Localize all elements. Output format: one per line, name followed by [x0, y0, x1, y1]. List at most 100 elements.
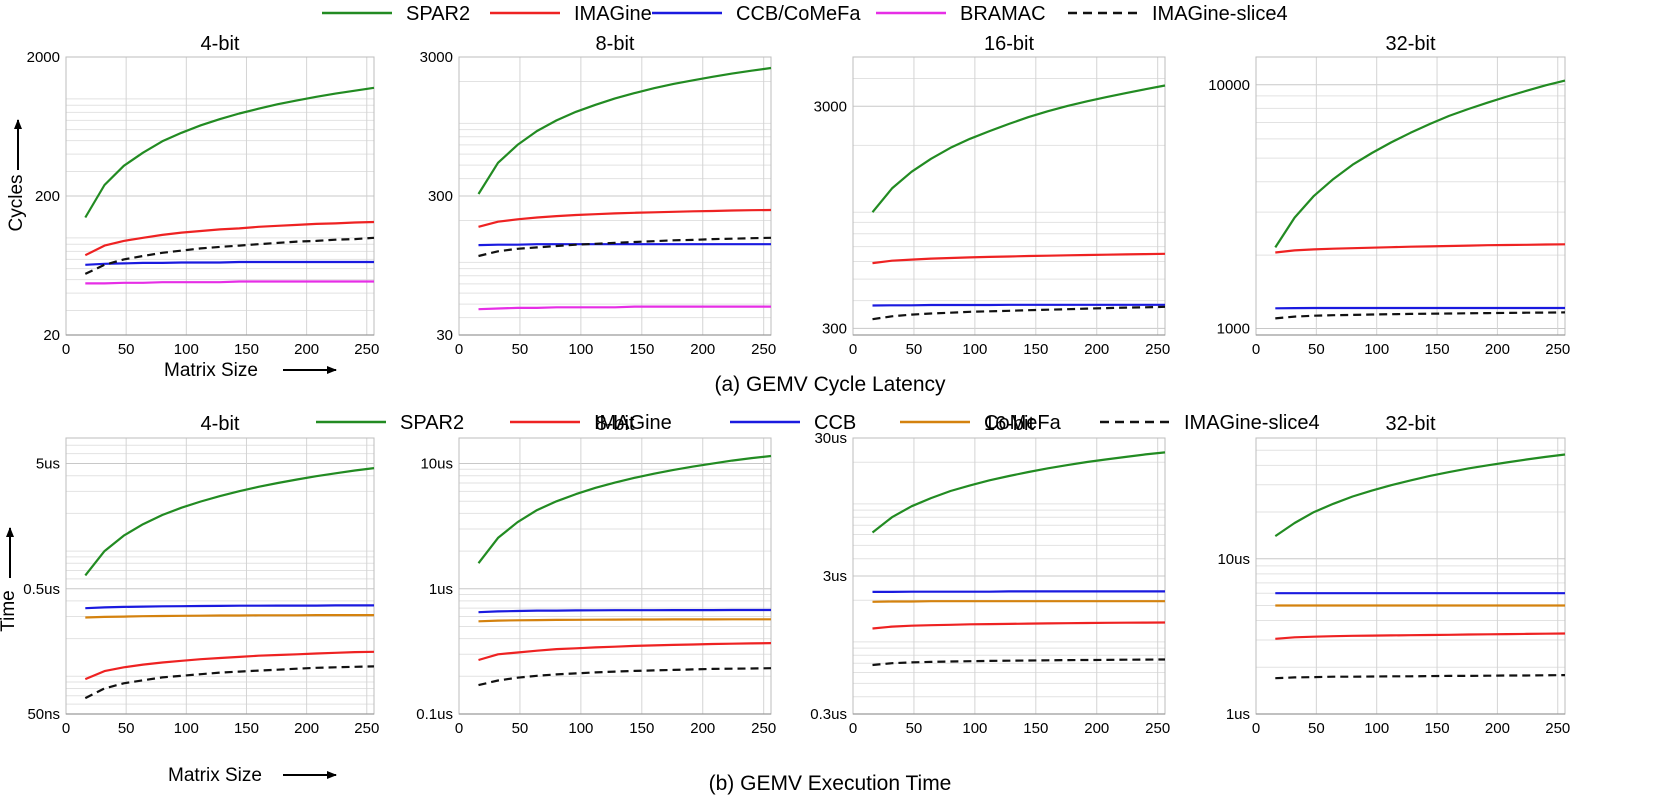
- legend-item-imagine-slice4: IMAGine-slice4: [1068, 3, 1288, 25]
- panel-a-8bit: 0 50 100 150 200 250 30 300 3000 8-bit: [420, 33, 777, 358]
- legend-item-imagine: IMAGine: [510, 412, 672, 434]
- series-line-spar2: [477, 454, 772, 564]
- x-tick-label: 100: [962, 720, 987, 737]
- legend-label-imagine-slice4: IMAGine-slice4: [1152, 3, 1288, 25]
- series-line-spar2: [1274, 79, 1566, 248]
- x-tick-label: 50: [906, 341, 923, 358]
- x-tick-label: 200: [1485, 720, 1510, 737]
- series-line-imagine: [84, 650, 375, 681]
- y-tick-label: 300: [428, 188, 453, 205]
- x-tick-label: 50: [1308, 720, 1325, 737]
- caption-a: (a) GEMV Cycle Latency: [714, 373, 946, 396]
- x-tick-label: 0: [62, 341, 70, 358]
- x-tick-label: 200: [1084, 341, 1109, 358]
- x-tick-label: 100: [568, 720, 593, 737]
- series-line-spar2: [84, 467, 375, 577]
- x-tick-label: 0: [849, 341, 857, 358]
- y-tick-label: 20: [43, 327, 60, 344]
- x-tick-label: 200: [294, 720, 319, 737]
- panel-b-8bit: 0 50 100 150 200 250 0.1us 1us 10us 8-bit: [416, 413, 776, 737]
- legend-item-imagine-slice4: IMAGine-slice4: [1100, 412, 1320, 434]
- series-line-bramac: [85, 280, 374, 285]
- legend-item-comefa: CoMeFa: [900, 412, 1062, 434]
- y-tick-label: 30us: [814, 430, 847, 447]
- x-tick-label: 150: [629, 341, 654, 358]
- series-line-imagine: [872, 252, 1166, 265]
- panel-b-32bit: 0 50 100 150 200 250 1us 10us 32-bit: [1217, 413, 1570, 737]
- panel-title: 16-bit: [984, 33, 1034, 55]
- y-tick-label: 10us: [1217, 551, 1250, 568]
- series-line-comefa: [872, 600, 1165, 603]
- y-tick-label: 3000: [814, 98, 847, 115]
- legend-label-imagine: IMAGine: [574, 3, 652, 25]
- x-tick-label: 50: [512, 341, 529, 358]
- x-tick-label: 200: [1084, 720, 1109, 737]
- series-line-imagine: [478, 208, 772, 228]
- x-tick-label: 200: [1485, 341, 1510, 358]
- legend-label-ccb: CCB: [814, 412, 856, 434]
- series-line-imagine-slice4: [478, 667, 772, 687]
- y-tick-label: 3us: [823, 568, 847, 585]
- panel-a-32bit: 0 50 100 150 200 250 1000 10000 32-bit: [1208, 33, 1570, 358]
- x-tick-label: 250: [1145, 720, 1170, 737]
- panel-title: 8-bit: [596, 33, 635, 55]
- series-line-imagine: [1275, 632, 1566, 640]
- y-tick-label: 300: [822, 320, 847, 337]
- series-line-imagine-slice4: [872, 305, 1166, 321]
- legend-label-imagine-slice4: IMAGine-slice4: [1184, 412, 1320, 434]
- series-line-imagine-slice4: [1275, 311, 1566, 320]
- y-tick-label: 5us: [36, 456, 60, 473]
- y-tick-label: 3000: [420, 49, 453, 66]
- legend-label-bramac: BRAMAC: [960, 3, 1046, 25]
- x-tick-label: 150: [1425, 720, 1450, 737]
- x-tick-label: 0: [455, 720, 463, 737]
- legend-item-imagine: IMAGine: [490, 3, 652, 25]
- series-line-spar2: [477, 66, 772, 195]
- series-line-comefa: [478, 618, 771, 623]
- x-tick-label: 100: [1364, 341, 1389, 358]
- legend-a: SPAR2 IMAGine CCB/CoMeFa BRAMAC IMAGine-slic…: [322, 3, 1288, 25]
- y-tick-label: 0.5us: [23, 581, 60, 598]
- series-line-imagine-slice4: [1275, 674, 1566, 680]
- x-tick-label: 250: [1545, 341, 1570, 358]
- panel-a-16bit: 0 50 100 150 200 250 300 3000 16-bit: [814, 33, 1171, 358]
- plot-frame: [65, 437, 375, 715]
- legend-label-comefa: CoMeFa: [984, 412, 1062, 434]
- x-tick-label: 0: [62, 720, 70, 737]
- series-line-imagine: [478, 642, 772, 662]
- x-tick-label: 100: [568, 341, 593, 358]
- legend-b: SPAR2 IMAGine CCB CoMeFa IMAGine-slice4: [316, 412, 1320, 434]
- x-tick-label: 50: [118, 341, 135, 358]
- x-tick-label: 100: [962, 341, 987, 358]
- legend-item-spar2: SPAR2: [322, 3, 470, 25]
- legend-item-spar2: SPAR2: [316, 412, 464, 434]
- series-line-comefa: [85, 613, 374, 619]
- legend-item-bramac: BRAMAC: [876, 3, 1046, 25]
- series-line-ccb-comefa: [85, 260, 374, 266]
- panel-title: 32-bit: [1385, 413, 1435, 435]
- x-tick-label: 150: [1023, 720, 1048, 737]
- series-line-ccb-comefa: [872, 303, 1165, 307]
- panel-title: 4-bit: [201, 413, 240, 435]
- series-line-bramac: [478, 305, 771, 311]
- ylabel-b: Time: [0, 590, 19, 632]
- series-line-imagine-slice4: [872, 658, 1166, 667]
- y-tick-label: 2000: [27, 49, 60, 66]
- y-tick-label: 1us: [429, 581, 453, 598]
- legend-item-ccb: CCB: [730, 412, 856, 434]
- series-line-ccb: [478, 608, 771, 614]
- x-tick-label: 150: [1023, 341, 1048, 358]
- y-tick-label: 30: [436, 327, 453, 344]
- y-tick-label: 1000: [1217, 320, 1250, 337]
- legend-label-spar2: SPAR2: [400, 412, 464, 434]
- legend-label-spar2: SPAR2: [406, 3, 470, 25]
- series-line-imagine-slice4: [84, 236, 375, 275]
- y-tick-label: 1us: [1226, 706, 1250, 723]
- plot-frame: [852, 56, 1166, 336]
- panel-b-16bit: 0 50 100 150 200 250 0.3us 3us 30us 16-bit: [810, 413, 1170, 737]
- x-tick-label: 200: [294, 341, 319, 358]
- series-line-spar2: [84, 86, 375, 219]
- xlabel-a: Matrix Size: [164, 360, 258, 381]
- x-tick-label: 250: [1545, 720, 1570, 737]
- x-tick-label: 250: [354, 720, 379, 737]
